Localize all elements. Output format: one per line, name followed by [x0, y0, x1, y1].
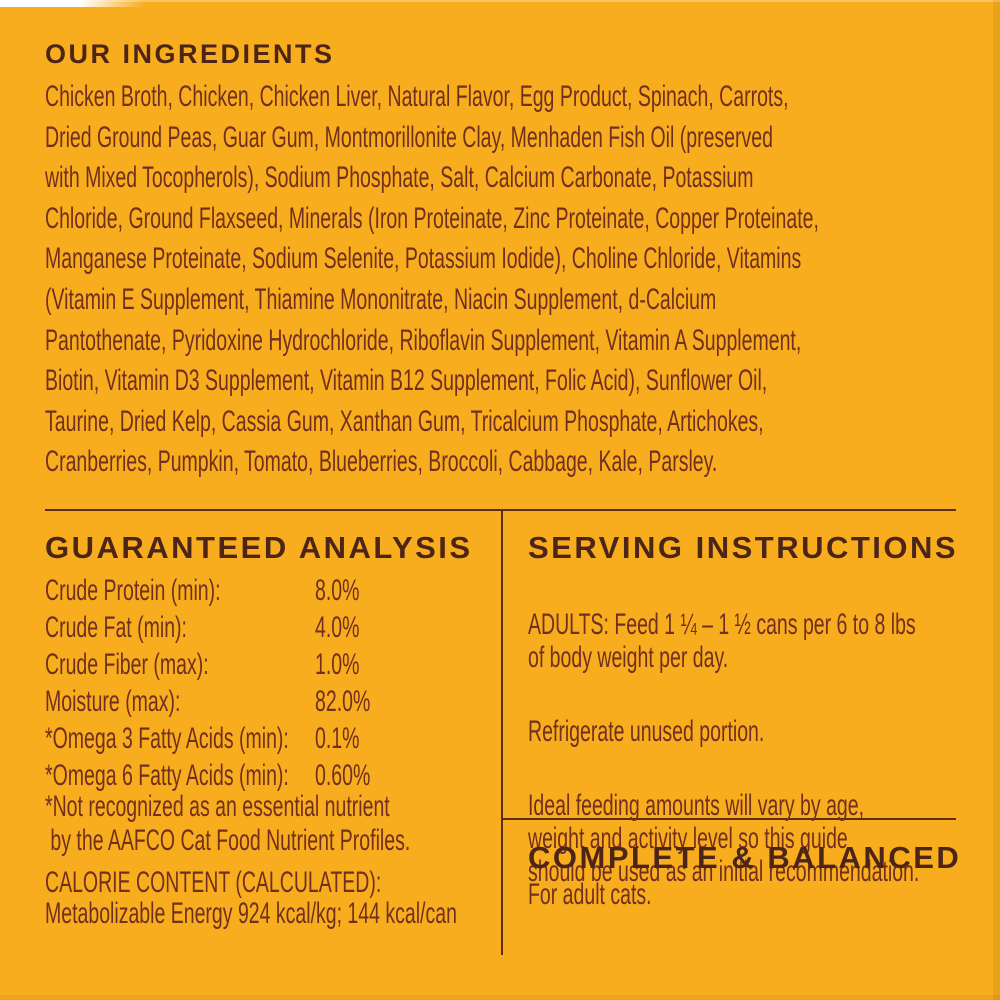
analysis-row-crude-protein: Crude Protein (min): 8.0%	[45, 574, 505, 610]
serving-paragraph-adults: ADULTS: Feed 1 ¼ – 1 ½ cans per 6 to 8 l…	[528, 608, 916, 674]
analysis-value: 4.0%	[315, 611, 360, 644]
analysis-label: Crude Fat (min):	[45, 611, 187, 644]
horizontal-divider-right-column	[501, 818, 956, 820]
ingredients-title: OUR INGREDIENTS	[45, 39, 335, 69]
guaranteed-analysis-title: GUARANTEED ANALYSIS	[45, 530, 473, 565]
horizontal-divider-top	[45, 509, 956, 511]
calorie-content-heading: CALORIE CONTENT (CALCULATED):	[45, 866, 382, 899]
serving-instructions-title: SERVING INSTRUCTIONS	[528, 530, 959, 565]
serving-instructions-text: ADULTS: Feed 1 ¼ – 1 ½ cans per 6 to 8 l…	[528, 574, 996, 929]
analysis-value: 0.1%	[315, 722, 360, 755]
scan-artifact-top-highlight	[0, 0, 1000, 2]
scan-artifact-bottom-shade	[0, 995, 1000, 1000]
serving-paragraph-ideal-feeding: Ideal feeding amounts will vary by age, …	[528, 789, 920, 888]
analysis-value: 1.0%	[315, 648, 360, 681]
serving-paragraph-refrigerate: Refrigerate unused portion.	[528, 715, 765, 748]
analysis-row-omega-6: *Omega 6 Fatty Acids (min): 0.60%	[45, 759, 505, 795]
analysis-row-crude-fat: Crude Fat (min): 4.0%	[45, 611, 505, 647]
analysis-row-crude-fiber: Crude Fiber (max): 1.0%	[45, 648, 505, 684]
analysis-label: *Omega 6 Fatty Acids (min):	[45, 759, 289, 792]
analysis-label: Crude Protein (min):	[45, 574, 221, 607]
analysis-label: Crude Fiber (max):	[45, 648, 209, 681]
calorie-content-text: Metabolizable Energy 924 kcal/kg; 144 kc…	[45, 897, 457, 930]
analysis-value: 82.0%	[315, 685, 371, 718]
ingredients-text: Chicken Broth, Chicken, Chicken Liver, N…	[45, 80, 819, 479]
analysis-value: 0.60%	[315, 759, 371, 792]
complete-balanced-title: COMPLETE & BALANCED	[528, 840, 962, 875]
scan-artifact-right-shade	[993, 0, 1000, 1000]
analysis-label: Moisture (max):	[45, 685, 181, 718]
analysis-label: *Omega 3 Fatty Acids (min):	[45, 722, 289, 755]
analysis-row-omega-3: *Omega 3 Fatty Acids (min): 0.1%	[45, 722, 505, 758]
analysis-value: 8.0%	[315, 574, 360, 607]
complete-balanced-text: For adult cats.	[528, 878, 652, 911]
analysis-row-moisture: Moisture (max): 82.0%	[45, 685, 505, 721]
scan-artifact-top-sliver	[0, 0, 145, 7]
vertical-divider	[501, 509, 503, 955]
analysis-footnote: *Not recognized as an essential nutrient…	[45, 790, 411, 857]
